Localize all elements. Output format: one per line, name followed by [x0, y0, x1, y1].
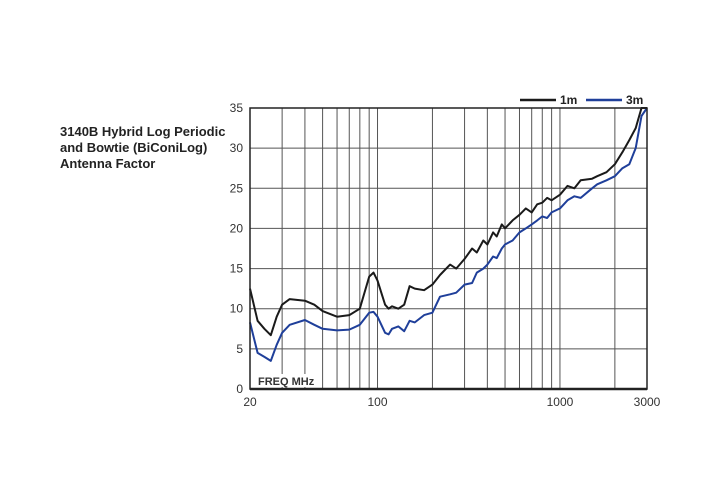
x-tick-label: 1000	[547, 395, 574, 409]
series-line-1m	[249, 107, 647, 337]
title-line-2: and Bowtie (BiConiLog)	[60, 140, 208, 155]
series-group	[249, 107, 648, 362]
y-tick-label: 20	[230, 221, 244, 235]
legend: 1m 3m	[520, 93, 643, 107]
y-tick-label: 30	[230, 141, 244, 155]
xlabel-bg	[256, 374, 314, 387]
x-tick-label: 3000	[634, 395, 661, 409]
y-tick-label: 10	[230, 302, 244, 316]
title-line-3: Antenna Factor	[60, 156, 156, 171]
legend-label-1m: 1m	[560, 93, 577, 107]
y-tick-label: 25	[230, 181, 244, 195]
plot-frame	[249, 107, 648, 390]
x-axis-label: FREQ MHz	[258, 376, 315, 388]
y-tick-label: 35	[230, 101, 244, 115]
chart-title: 3140B Hybrid Log Periodic and Bowtie (Bi…	[60, 124, 232, 172]
series-line-3m	[249, 107, 648, 362]
x-tick-label: 20	[243, 395, 257, 409]
legend-label-3m: 3m	[626, 93, 643, 107]
title-line-1: 3140B Hybrid Log Periodic	[60, 124, 226, 139]
x-tick-labels: 20 100 1000 3000	[243, 395, 660, 409]
y-tick-label: 5	[236, 342, 243, 356]
grid	[250, 108, 647, 389]
y-tick-label: 0	[236, 382, 243, 396]
x-tick-label: 100	[368, 395, 388, 409]
y-tick-label: 15	[230, 262, 244, 276]
y-tick-labels: 0 5 10 15 20 25 30 35	[230, 101, 244, 396]
